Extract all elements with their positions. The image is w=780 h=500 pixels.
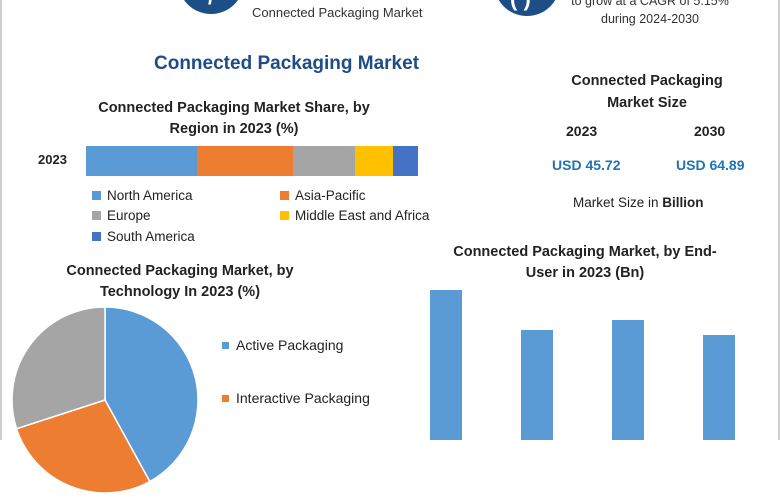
header-left-caption: Connected Packaging Market [252,5,423,20]
legend-south-america: South America [92,229,195,244]
pie-legend-swatch-interactive [222,394,229,402]
region-chart-title-line2: Region in 2023 (%) [169,121,299,137]
right-border [778,0,780,440]
market-size-value-2030: USD 64.89 [676,157,745,173]
market-size-year-2030: 2030 [694,123,726,139]
region-stacked-bar [86,146,418,176]
market-size-unit-note: Market Size in Billion [573,195,704,210]
region-segment-2 [293,146,355,176]
legend-swatch-south-america [92,232,101,241]
legend-label-north-america: North America [107,188,193,203]
region-segment-1 [197,146,294,176]
end-user-bar-2 [612,320,644,440]
pie-legend-swatch-active [222,341,229,349]
legend-asia-pacific: Asia-Pacific [280,188,366,203]
header-cagr-line2: during 2024-2030 [601,12,699,26]
legend-north-america: North America [92,188,193,203]
end-user-bar-chart [430,290,735,440]
left-border [0,0,2,440]
legend-label-asia-pacific: Asia-Pacific [295,188,366,203]
legend-swatch-asia-pacific [280,191,289,200]
technology-chart-title-line1: Connected Packaging Market, by [66,263,294,279]
end-user-bar-3 [703,335,735,440]
technology-chart-title: Connected Packaging Market, by Technolog… [30,261,330,303]
region-bar-category: 2023 [38,152,67,167]
legend-label-south-america: South America [107,229,195,244]
pie-legend-label-interactive: Interactive Packaging [236,390,370,406]
legend-mea: Middle East and Africa [280,208,429,223]
market-size-note-unit: Billion [662,195,704,210]
pie-legend-interactive: Interactive Packaging [222,390,370,406]
legend-label-mea: Middle East and Africa [295,208,430,223]
market-size-title-line2: Market Size [607,95,687,111]
pie-slice-2 [11,306,106,430]
legend-swatch-mea [280,211,289,220]
main-title: Connected Packaging Market [154,53,420,74]
region-segment-3 [354,146,394,176]
region-chart-title-line1: Connected Packaging Market Share, by [98,100,370,116]
market-size-title: Connected Packaging Market Size [552,70,742,114]
region-segment-0 [86,146,198,176]
end-user-bar-1 [521,330,553,440]
header-cagr-line1: to grow at a CAGR of 5.15% [571,0,729,8]
legend-swatch-europe [92,211,101,220]
region-chart-title: Connected Packaging Market Share, by Reg… [64,98,404,140]
end-user-chart-title: Connected Packaging Market, by End- User… [420,242,750,284]
end-user-chart-title-line1: Connected Packaging Market, by End- [453,244,717,260]
legend-label-europe: Europe [107,208,151,223]
market-size-title-line1: Connected Packaging [571,73,723,89]
header-left-icon: / [178,0,244,14]
legend-europe: Europe [92,208,151,223]
technology-chart-title-line2: Technology In 2023 (%) [99,284,261,300]
pie-legend-active: Active Packaging [222,337,343,353]
region-segment-4 [393,146,418,176]
end-user-bar-0 [430,290,462,440]
pie-legend-label-active: Active Packaging [236,337,344,353]
technology-pie-chart [11,306,199,494]
legend-swatch-north-america [92,191,101,200]
market-size-year-2023: 2023 [566,123,598,139]
market-size-value-2023: USD 45.72 [552,157,621,173]
market-size-note-prefix: Market Size in [573,195,659,210]
end-user-chart-title-line2: User in 2023 (Bn) [525,265,645,281]
